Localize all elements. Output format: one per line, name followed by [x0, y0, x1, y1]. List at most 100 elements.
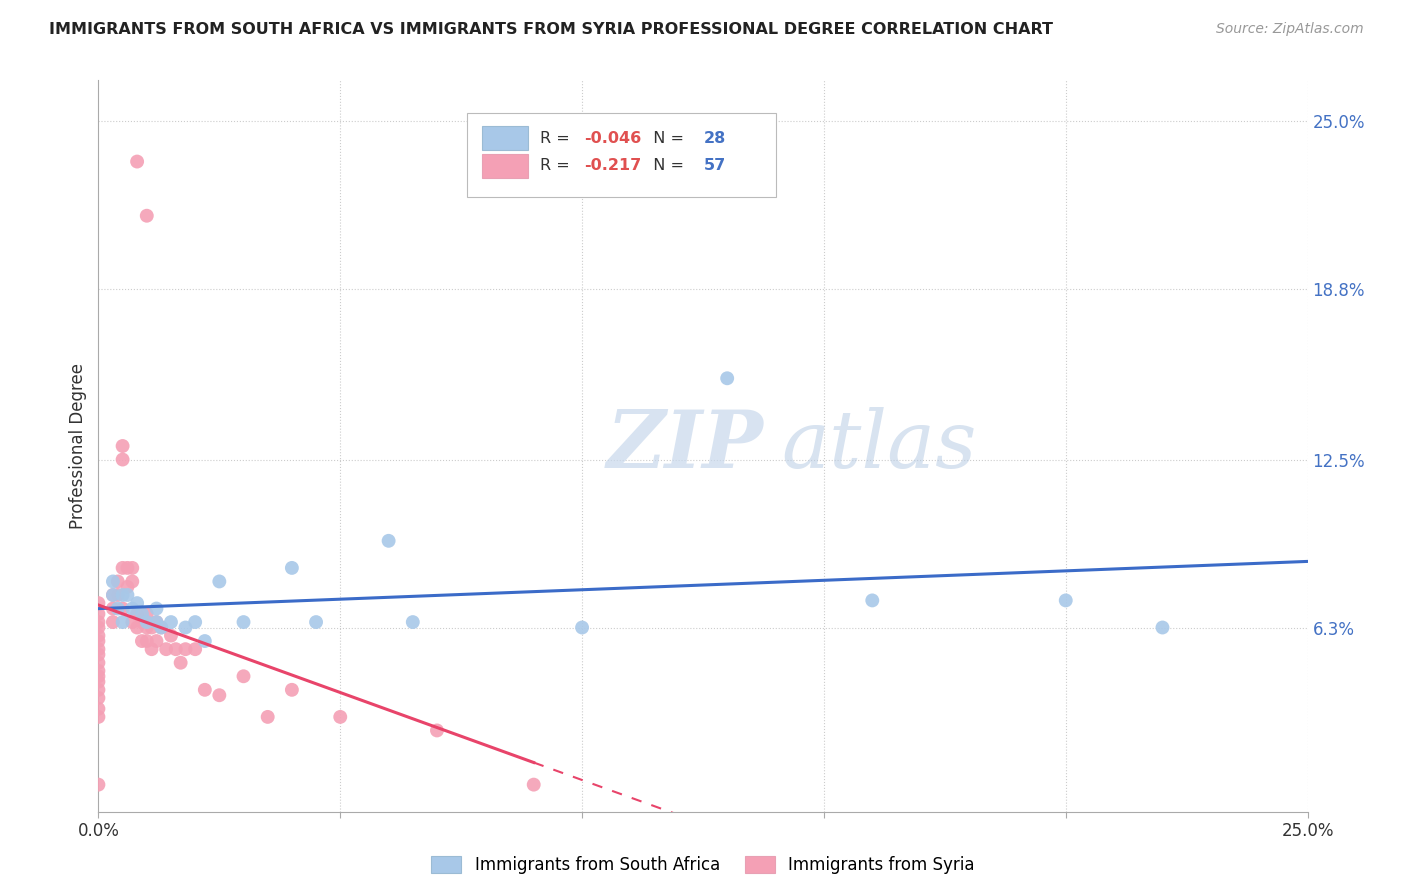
Point	[111, 561, 134, 575]
Point	[107, 601, 129, 615]
Point	[208, 574, 231, 589]
Point	[117, 588, 139, 602]
Point	[101, 601, 124, 615]
Point	[155, 642, 177, 657]
Point	[101, 588, 124, 602]
Point	[135, 607, 157, 621]
Point	[426, 723, 449, 738]
Point	[145, 601, 167, 615]
Point	[141, 620, 163, 634]
Point	[135, 634, 157, 648]
Point	[1054, 593, 1077, 607]
Point	[523, 778, 546, 792]
Point	[281, 561, 304, 575]
Point	[150, 620, 173, 634]
Point	[232, 669, 254, 683]
Point	[305, 615, 328, 629]
Text: -0.046: -0.046	[585, 130, 641, 145]
FancyBboxPatch shape	[482, 154, 527, 178]
Point	[121, 574, 143, 589]
Point	[87, 710, 110, 724]
Point	[160, 615, 183, 629]
Point	[117, 561, 139, 575]
Point	[87, 648, 110, 662]
Point	[121, 615, 143, 629]
Point	[87, 656, 110, 670]
Point	[87, 702, 110, 716]
Point	[107, 588, 129, 602]
Point	[87, 607, 110, 621]
Point	[174, 620, 197, 634]
Point	[174, 642, 197, 657]
Y-axis label: Professional Degree: Professional Degree	[69, 363, 87, 529]
Point	[145, 615, 167, 629]
Point	[165, 642, 187, 657]
Text: ZIP: ZIP	[606, 408, 763, 484]
Text: N =: N =	[643, 130, 689, 145]
Point	[716, 371, 738, 385]
Point	[860, 593, 883, 607]
Point	[194, 634, 217, 648]
Point	[131, 634, 153, 648]
Point	[111, 588, 134, 602]
Point	[111, 615, 134, 629]
Text: R =: R =	[540, 130, 575, 145]
Point	[121, 601, 143, 615]
Point	[1152, 620, 1174, 634]
Text: atlas: atlas	[782, 408, 977, 484]
Point	[107, 574, 129, 589]
Point	[169, 656, 191, 670]
Point	[571, 620, 593, 634]
Point	[121, 561, 143, 575]
Point	[87, 664, 110, 678]
Point	[87, 634, 110, 648]
Point	[131, 607, 153, 621]
Point	[150, 620, 173, 634]
Point	[232, 615, 254, 629]
Point	[101, 574, 124, 589]
Point	[145, 615, 167, 629]
Point	[329, 710, 352, 724]
Point	[87, 778, 110, 792]
Point	[111, 452, 134, 467]
Point	[127, 154, 149, 169]
Point	[131, 615, 153, 629]
Point	[87, 615, 110, 629]
Point	[87, 620, 110, 634]
Text: R =: R =	[540, 159, 579, 173]
Point	[135, 209, 157, 223]
Point	[160, 629, 183, 643]
Point	[117, 580, 139, 594]
Point	[402, 615, 425, 629]
FancyBboxPatch shape	[467, 113, 776, 197]
Point	[184, 615, 207, 629]
Point	[87, 629, 110, 643]
Point	[101, 588, 124, 602]
Point	[141, 642, 163, 657]
Point	[87, 642, 110, 657]
Point	[194, 682, 217, 697]
Text: IMMIGRANTS FROM SOUTH AFRICA VS IMMIGRANTS FROM SYRIA PROFESSIONAL DEGREE CORREL: IMMIGRANTS FROM SOUTH AFRICA VS IMMIGRAN…	[49, 22, 1053, 37]
Point	[145, 634, 167, 648]
Point	[256, 710, 278, 724]
FancyBboxPatch shape	[482, 127, 527, 150]
Point	[184, 642, 207, 657]
Point	[87, 596, 110, 610]
Point	[87, 674, 110, 689]
Text: 28: 28	[704, 130, 727, 145]
Text: Source: ZipAtlas.com: Source: ZipAtlas.com	[1216, 22, 1364, 37]
Point	[111, 439, 134, 453]
Point	[87, 690, 110, 705]
Point	[127, 596, 149, 610]
Point	[127, 607, 149, 621]
Point	[87, 682, 110, 697]
Text: N =: N =	[643, 159, 689, 173]
Point	[87, 669, 110, 683]
Text: 57: 57	[704, 159, 727, 173]
Point	[135, 620, 157, 634]
Point	[101, 615, 124, 629]
Point	[208, 688, 231, 702]
Point	[111, 601, 134, 615]
Legend: Immigrants from South Africa, Immigrants from Syria: Immigrants from South Africa, Immigrants…	[426, 851, 980, 880]
Point	[281, 682, 304, 697]
